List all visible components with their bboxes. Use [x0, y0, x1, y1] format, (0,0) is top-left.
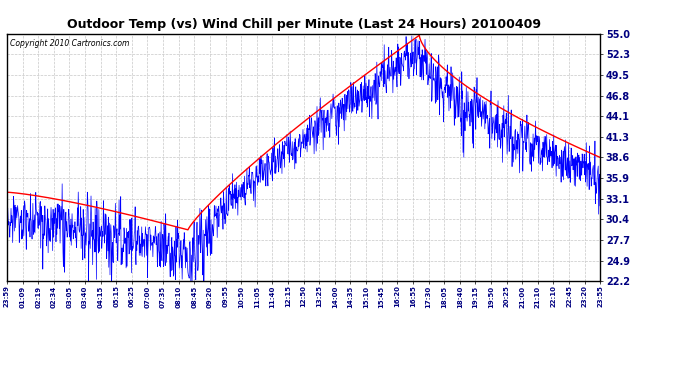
Text: Copyright 2010 Cartronics.com: Copyright 2010 Cartronics.com [10, 39, 129, 48]
Title: Outdoor Temp (vs) Wind Chill per Minute (Last 24 Hours) 20100409: Outdoor Temp (vs) Wind Chill per Minute … [67, 18, 540, 31]
